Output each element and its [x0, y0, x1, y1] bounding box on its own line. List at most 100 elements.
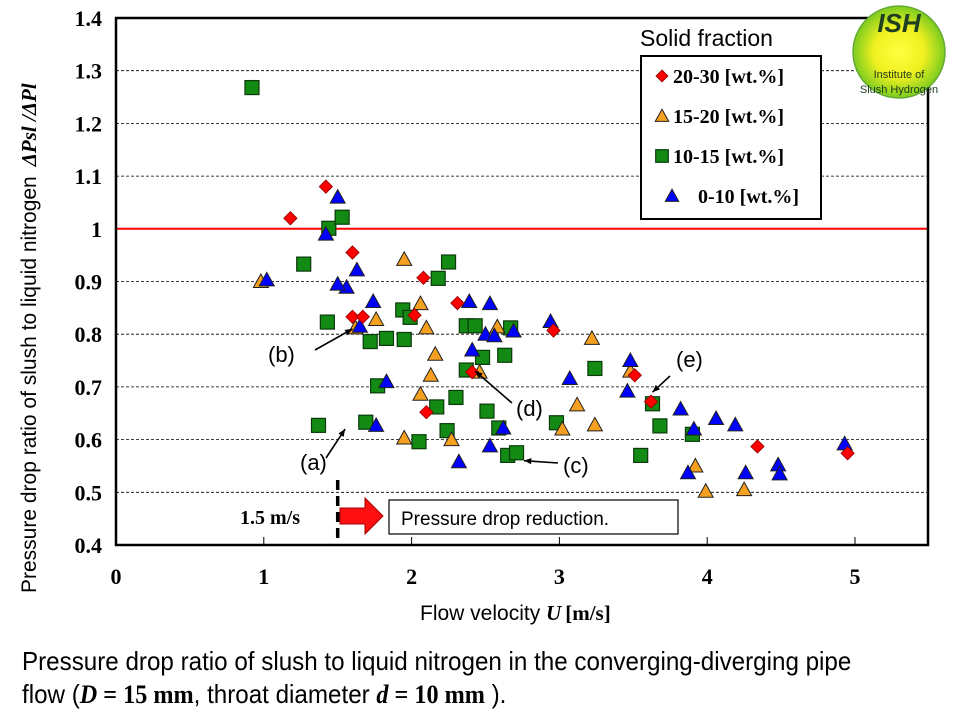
data-point-triangle — [378, 373, 395, 389]
y-tick-label: 0.7 — [75, 375, 103, 400]
data-point-square — [497, 347, 513, 363]
legend-label: 15-20 [wt.%] — [673, 106, 784, 128]
data-point-triangle — [364, 292, 382, 309]
data-point-triangle — [348, 261, 366, 277]
reduction-note-box — [388, 499, 679, 535]
data-point-triangle — [317, 225, 335, 241]
data-point-square — [587, 360, 603, 377]
data-point-diamond — [750, 439, 765, 454]
data-point-square — [508, 445, 525, 461]
legend-label: 0-10 [wt.%] — [698, 186, 799, 208]
data-point-triangle — [329, 275, 347, 291]
y-tick-label: 1.3 — [75, 59, 103, 84]
annotation-label: (c) — [563, 453, 589, 478]
data-point-square — [448, 389, 464, 406]
data-point-square — [334, 209, 350, 225]
data-point-diamond — [464, 364, 480, 380]
legend-title: Solid fraction — [640, 25, 773, 51]
data-point-triangle — [586, 416, 604, 432]
data-point-triangle — [395, 429, 413, 445]
data-point-square — [652, 418, 668, 434]
svg-text:Pressure drop ratio of slush t: Pressure drop ratio of slush to liquid n… — [17, 83, 41, 593]
arrowhead-icon — [475, 371, 483, 379]
data-point-triangle — [450, 453, 468, 469]
legend-label: 20-30 [wt.%] — [673, 66, 784, 88]
data-point-diamond — [345, 245, 360, 260]
data-point-square — [429, 399, 445, 415]
data-point-triangle — [554, 420, 571, 436]
legend-marker-triangle — [654, 108, 670, 122]
x-tick-label: 4 — [702, 564, 713, 589]
annotation-arrow — [474, 370, 513, 404]
legend-marker-triangle — [664, 188, 680, 202]
plot-frame — [114, 16, 930, 547]
y-axis-ticks: 0.4 0.5 0.6 0.7 0.8 0.9 1 1.1 1.2 1.3 1.4 — [75, 6, 103, 558]
legend-label: 10-15 [wt.%] — [673, 146, 784, 168]
y-tick-label: 1.2 — [75, 111, 103, 136]
data-point-triangle — [486, 327, 503, 343]
data-point-triangle — [460, 292, 478, 309]
data-point-square — [362, 333, 378, 350]
data-point-square — [479, 403, 495, 419]
data-point-diamond — [627, 368, 642, 383]
data-point-square — [633, 447, 649, 464]
y-tick-label: 1.4 — [75, 6, 103, 31]
x-tick-label: 2 — [406, 564, 417, 589]
data-point-triangle — [258, 271, 276, 287]
x-tick-label: 3 — [554, 564, 565, 589]
y-tick-label: 0.9 — [75, 270, 103, 295]
data-point-triangle — [463, 341, 481, 357]
annotation-label: (d) — [516, 396, 543, 421]
data-point-triangle — [685, 420, 703, 436]
data-point-triangle — [418, 319, 435, 335]
data-point-diamond — [407, 308, 422, 323]
data-point-triangle — [412, 295, 429, 311]
data-point-diamond — [416, 270, 431, 286]
logo-line-2: Slush Hydrogen — [860, 84, 938, 96]
data-point-triangle — [426, 345, 444, 361]
data-point-triangle — [422, 366, 440, 382]
data-point-triangle — [672, 400, 689, 416]
data-point-triangle — [367, 310, 385, 326]
annotation-label: (a) — [300, 450, 327, 475]
y-axis-title: Pressure drop ratio of slush to liquid n… — [17, 83, 41, 593]
data-point-triangle — [621, 352, 639, 368]
data-point-triangle — [412, 385, 429, 401]
data-point-diamond — [450, 295, 465, 311]
data-point-triangle — [542, 313, 559, 329]
data-point-triangle — [726, 416, 744, 432]
logo-title: ISH — [877, 8, 922, 38]
threshold-label: 1.5 m/s — [240, 507, 300, 529]
x-tick-label: 0 — [111, 564, 122, 589]
annotation-label: (b) — [268, 342, 295, 367]
y-tick-label: 1 — [91, 217, 102, 242]
data-point-triangle — [737, 464, 754, 480]
data-point-triangle — [329, 188, 347, 204]
legend-marker-diamond — [655, 69, 669, 83]
data-point-diamond — [546, 323, 561, 338]
data-point-square — [244, 79, 260, 96]
x-axis-title: Flow velocity U [m/s] — [420, 601, 611, 625]
legend-marker-square — [655, 149, 669, 163]
data-point-diamond — [355, 309, 371, 325]
scatter-chart: 0.4 0.5 0.6 0.7 0.8 0.9 1 1.1 1.2 1.3 1.4 0 1 2 3 4 5 1… — [17, 5, 946, 625]
data-point-square — [430, 270, 446, 286]
data-point-triangle — [367, 416, 385, 432]
y-tick-label: 0.4 — [75, 533, 103, 558]
data-point-triangle — [583, 329, 601, 345]
data-point-triangle — [836, 435, 854, 451]
data-point-diamond — [419, 404, 434, 420]
reduction-note: Pressure drop reduction. — [401, 509, 609, 530]
y-tick-label: 0.6 — [75, 428, 103, 453]
data-point-triangle — [395, 250, 413, 266]
data-point-triangle — [505, 322, 522, 338]
data-point-triangle — [771, 465, 788, 481]
data-point-triangle — [735, 481, 753, 497]
data-point-triangle — [488, 318, 506, 334]
data-point-diamond — [283, 211, 298, 226]
arrowhead-icon — [338, 429, 346, 437]
data-point-diamond — [318, 179, 334, 194]
ish-logo: ISH Institute of Slush Hydrogen — [852, 5, 946, 99]
annotations: (a) (b) (c) (d) (e) — [268, 328, 703, 478]
legend: 20-30 [wt.%] 15-20 [wt.%] 10-15 [wt.%] 0-10… — [654, 66, 799, 208]
